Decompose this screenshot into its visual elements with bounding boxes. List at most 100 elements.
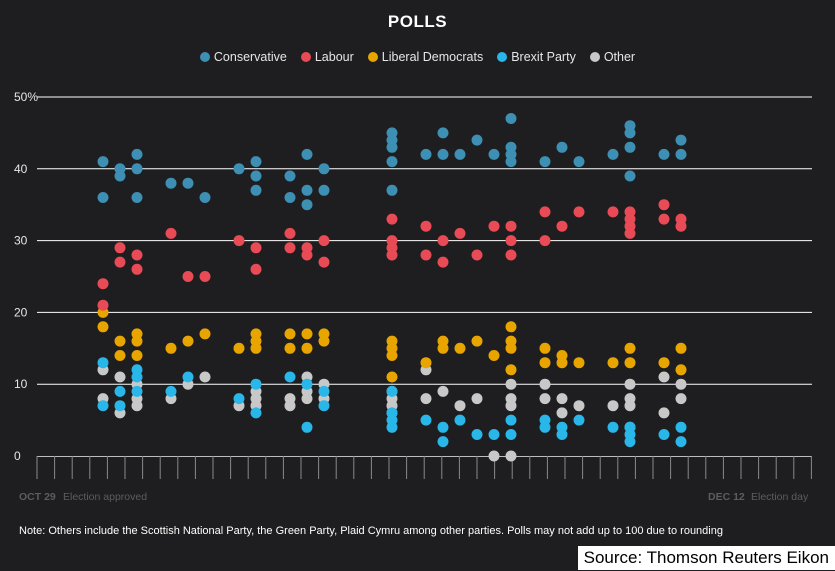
- x-start-note: Election approved: [63, 491, 147, 503]
- legend-label: Liberal Democrats: [381, 50, 484, 64]
- data-point: [420, 414, 432, 426]
- data-point: [624, 170, 636, 182]
- data-point: [114, 242, 126, 254]
- data-point: [301, 148, 313, 160]
- data-point: [556, 141, 568, 153]
- data-point: [539, 235, 551, 247]
- data-point: [437, 342, 449, 354]
- data-point: [471, 134, 483, 146]
- source-credit: Source: Thomson Reuters Eikon: [577, 546, 835, 570]
- data-point: [165, 177, 177, 189]
- data-point: [505, 342, 517, 354]
- data-point: [386, 141, 398, 153]
- legend-label: Labour: [314, 50, 354, 64]
- data-point: [624, 342, 636, 354]
- data-point: [250, 242, 262, 254]
- data-point: [505, 364, 517, 376]
- data-point: [556, 407, 568, 419]
- data-point: [97, 299, 109, 311]
- data-point: [131, 350, 143, 361]
- data-point: [182, 177, 194, 189]
- data-point: [624, 127, 636, 139]
- data-point: [624, 378, 636, 390]
- y-tick-label: 20: [14, 305, 28, 319]
- data-point: [131, 192, 143, 203]
- data-point: [386, 213, 398, 225]
- data-point: [624, 436, 636, 448]
- data-point: [505, 321, 517, 333]
- data-point: [539, 357, 551, 369]
- data-point: [420, 249, 432, 261]
- data-point: [250, 170, 262, 182]
- y-tick-label: 10: [14, 377, 28, 391]
- y-tick-label: 50%: [14, 90, 38, 104]
- legend-item: Other: [589, 50, 636, 64]
- data-point: [131, 263, 143, 275]
- legend-label: Other: [603, 50, 636, 64]
- data-point: [97, 357, 109, 369]
- data-point: [675, 134, 687, 146]
- data-point: [505, 249, 517, 261]
- data-point: [488, 429, 500, 440]
- data-point: [658, 371, 670, 383]
- data-point: [318, 184, 330, 196]
- x-end-label: DEC 12: [708, 491, 745, 503]
- data-point: [539, 342, 551, 354]
- data-point: [658, 407, 670, 419]
- data-point: [318, 385, 330, 397]
- data-point: [624, 141, 636, 153]
- data-point: [556, 429, 568, 440]
- x-start-label: OCT 29: [19, 491, 56, 503]
- data-point: [675, 393, 687, 405]
- data-point: [471, 249, 483, 261]
- data-point: [437, 127, 449, 139]
- data-point: [284, 192, 296, 203]
- data-point: [318, 400, 330, 412]
- data-point: [437, 385, 449, 397]
- data-point: [539, 393, 551, 405]
- data-point: [658, 199, 670, 211]
- data-point: [97, 321, 109, 333]
- data-point: [454, 148, 466, 160]
- data-point: [114, 335, 126, 347]
- data-point: [386, 385, 398, 397]
- footnote: Note: Others include the Scottish Nation…: [19, 525, 723, 537]
- data-point: [624, 400, 636, 412]
- data-point: [675, 421, 687, 433]
- data-point: [573, 206, 585, 218]
- data-point: [675, 220, 687, 232]
- legend-label: Conservative: [213, 50, 287, 64]
- data-point: [284, 328, 296, 340]
- data-point: [505, 156, 517, 168]
- data-point: [199, 328, 211, 340]
- data-point: [437, 421, 449, 433]
- data-point: [250, 184, 262, 196]
- data-point: [471, 335, 483, 347]
- data-point: [607, 421, 619, 433]
- data-point: [386, 156, 398, 168]
- legend-item: Liberal Democrats: [367, 50, 484, 64]
- data-point: [437, 148, 449, 160]
- data-point: [131, 249, 143, 261]
- data-point: [556, 393, 568, 405]
- data-point: [505, 429, 517, 440]
- data-point: [420, 148, 432, 160]
- data-point: [573, 400, 585, 412]
- data-point: [386, 249, 398, 261]
- data-point: [675, 378, 687, 390]
- data-point: [233, 393, 245, 405]
- data-point: [199, 271, 211, 282]
- data-point: [471, 429, 483, 440]
- data-point: [233, 163, 245, 175]
- legend-swatch: [589, 52, 600, 62]
- data-point: [420, 220, 432, 232]
- data-point: [505, 113, 517, 124]
- data-point: [131, 371, 143, 383]
- data-point: [539, 206, 551, 218]
- data-point: [454, 342, 466, 354]
- data-point: [233, 235, 245, 247]
- data-point: [505, 450, 517, 462]
- data-point: [437, 436, 449, 448]
- data-point: [250, 263, 262, 275]
